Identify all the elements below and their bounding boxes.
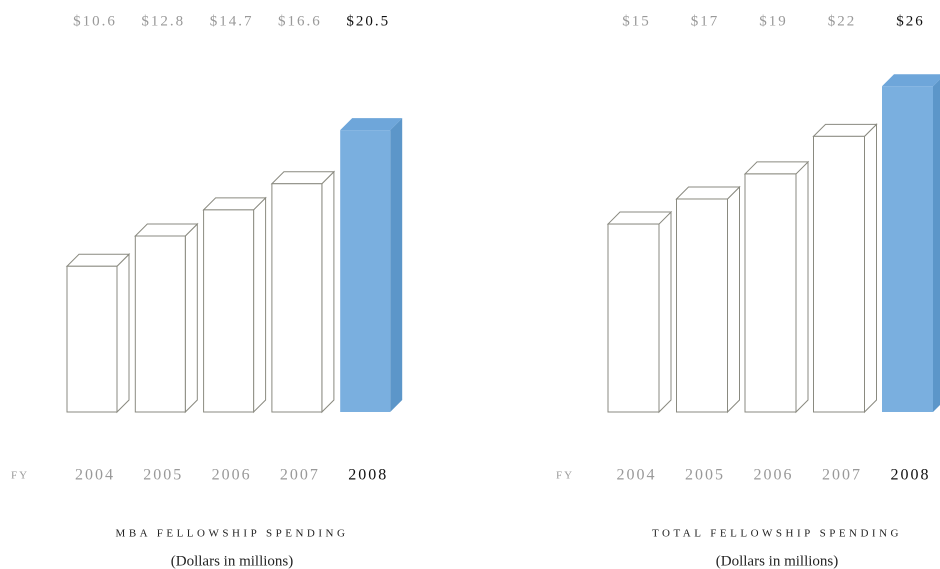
- value-label: $10.6: [73, 13, 117, 29]
- x-tick-label: 2007: [280, 467, 320, 484]
- bar-side: [658, 210, 672, 414]
- value-label: $19: [759, 13, 788, 29]
- chart-subtitle: (Dollars in millions): [171, 553, 294, 569]
- value-label: $14.7: [210, 13, 254, 29]
- chart-title: MBA FELLOWSHIP SPENDING: [116, 528, 349, 540]
- x-tick-label: 2006: [212, 467, 252, 484]
- bar: [812, 123, 878, 414]
- bar: [340, 118, 403, 412]
- x-tick-label: 2007: [822, 467, 862, 484]
- bar-front: [607, 223, 660, 413]
- bar-front: [340, 130, 391, 412]
- value-label: $22: [828, 13, 857, 29]
- x-tick-label: 2008: [891, 467, 931, 484]
- x-axis-label: FY: [11, 470, 29, 482]
- bar: [675, 185, 741, 414]
- bar-front: [676, 198, 728, 413]
- value-label: $12.8: [141, 13, 185, 29]
- x-tick-label: 2006: [754, 467, 794, 484]
- value-label: $16.6: [278, 13, 322, 29]
- bar-front: [203, 209, 255, 413]
- bar: [65, 253, 131, 414]
- x-tick-label: 2004: [617, 467, 657, 484]
- bar-top: [340, 118, 403, 131]
- value-label: $15: [622, 13, 651, 29]
- bar-side: [933, 79, 940, 412]
- bar: [270, 170, 336, 414]
- x-axis-label: FY: [556, 470, 574, 482]
- bar: [882, 74, 940, 412]
- bar-side: [321, 170, 335, 414]
- x-tick-label: 2005: [685, 467, 725, 484]
- bar-side: [864, 123, 877, 414]
- bar: [606, 210, 673, 414]
- x-tick-label: 2004: [75, 467, 115, 484]
- bar-front: [66, 265, 118, 413]
- bar: [134, 222, 199, 414]
- bar-front: [813, 135, 865, 413]
- chart-subtitle: (Dollars in millions): [716, 553, 839, 569]
- bar-front: [744, 173, 797, 413]
- bar-top: [882, 74, 940, 87]
- bar-side: [390, 118, 403, 412]
- bar-side: [116, 253, 130, 414]
- bar-front: [271, 183, 323, 413]
- bar-side: [795, 160, 809, 414]
- value-label: $20.5: [346, 13, 390, 29]
- x-tick-label: 2005: [143, 467, 183, 484]
- x-tick-label: 2008: [348, 467, 388, 484]
- value-label: $17: [691, 13, 720, 29]
- bar-side: [727, 185, 740, 414]
- bar-front: [882, 86, 933, 412]
- bar-front: [134, 235, 186, 413]
- bar-side: [253, 196, 267, 414]
- bar: [202, 196, 267, 414]
- value-label: $26: [896, 13, 925, 29]
- bar: [743, 160, 810, 414]
- chart-title: TOTAL FELLOWSHIP SPENDING: [652, 528, 902, 540]
- bar-side: [184, 222, 198, 414]
